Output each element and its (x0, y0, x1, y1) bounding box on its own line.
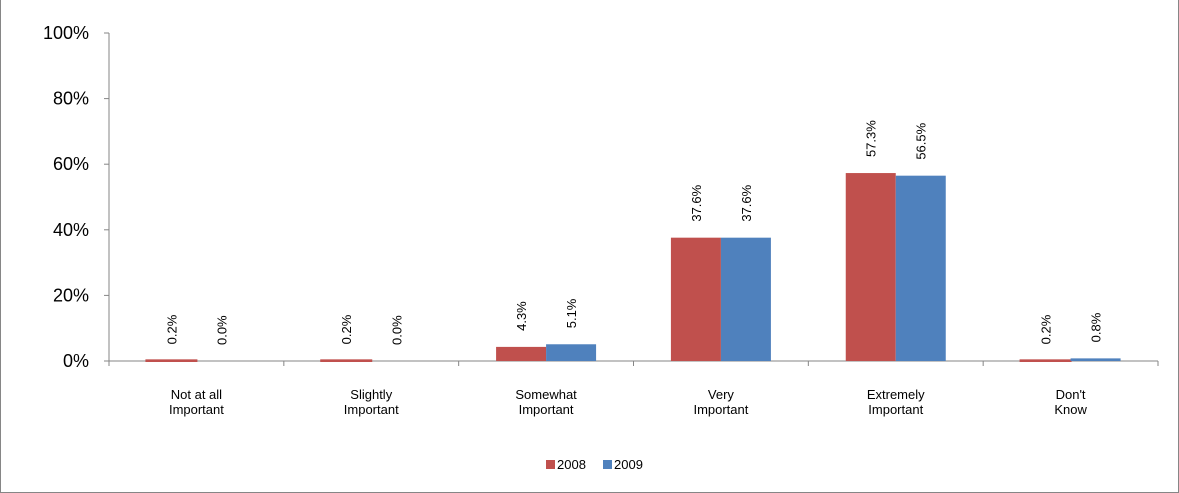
data-label: 37.6% (689, 184, 704, 221)
x-category-label: Don't Know (1054, 387, 1087, 417)
y-tick-label: 40% (53, 220, 89, 240)
legend: 2008 2009 (546, 457, 643, 472)
y-tick-label: 80% (53, 89, 89, 109)
data-label: 0.2% (164, 314, 179, 344)
legend-swatch-2008 (546, 460, 555, 469)
bar-2008 (496, 347, 546, 361)
x-category-label: Extremely Important (867, 387, 925, 417)
data-label: 0.0% (389, 315, 404, 345)
bar-2009 (896, 176, 946, 361)
legend-swatch-2009 (603, 460, 612, 469)
x-axis: Not at all Important Slightly Important Some… (109, 361, 1158, 417)
y-tick-label: 100% (43, 23, 89, 43)
data-label: 5.1% (564, 298, 579, 328)
bar-2008 (846, 173, 896, 361)
bars (146, 173, 1120, 361)
x-category-label: Not at all Important (169, 387, 224, 417)
data-label: 0.0% (214, 315, 229, 345)
y-axis: 0% 20% 40% 60% 80% 100% (43, 23, 109, 371)
x-category-label: Slightly Important (344, 387, 399, 417)
legend-label: 2008 (557, 457, 586, 472)
x-category-label: Very Important (693, 387, 748, 417)
bar-2008 (671, 238, 721, 361)
data-label: 37.6% (739, 184, 754, 221)
data-label: 57.3% (864, 120, 879, 157)
bar-2008 (146, 360, 196, 361)
legend-label: 2009 (614, 457, 643, 472)
data-label: 0.2% (339, 314, 354, 344)
data-label: 0.8% (1089, 312, 1104, 342)
x-category-label: Somewhat Important (515, 387, 577, 417)
bar-2009 (721, 238, 771, 361)
bar-2009 (546, 344, 596, 361)
y-tick-label: 0% (63, 351, 89, 371)
y-tick-label: 20% (53, 285, 89, 305)
bar-2009 (1071, 358, 1121, 361)
data-labels: 0.2% 0.2% 4.3% 37.6% 57.3% 0.2% 0.0% 0.0% 5.1% 37… (164, 120, 1103, 345)
y-tick-label: 60% (53, 154, 89, 174)
data-label: 4.3% (514, 301, 529, 331)
data-label: 56.5% (914, 122, 929, 159)
bar-2008 (1021, 360, 1071, 361)
data-label: 0.2% (1039, 314, 1054, 344)
bar-2008 (321, 360, 371, 361)
